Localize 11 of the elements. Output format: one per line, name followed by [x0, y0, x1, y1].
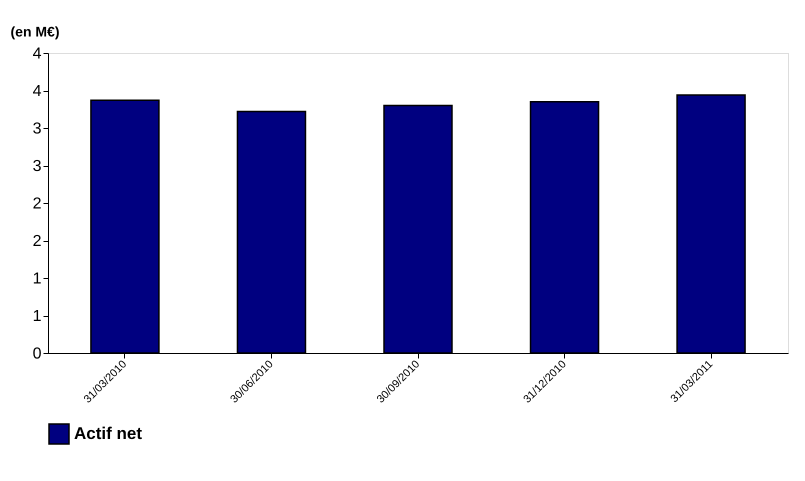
y-tick-label: 0 [32, 346, 42, 362]
y-tick-label: 3 [32, 158, 42, 175]
legend-label: Actif net [74, 424, 142, 443]
y-axis-title: (en M€) [10, 24, 60, 40]
y-tick-label: 4 [32, 46, 42, 62]
y-tick-label: 3 [32, 120, 42, 138]
y-tick-label: 4 [32, 83, 42, 100]
y-tick-label: 2 [32, 233, 42, 250]
y-tick-label: 2 [32, 196, 42, 212]
y-tick-label: 1 [32, 270, 42, 288]
y-tick-label: 1 [32, 308, 42, 325]
